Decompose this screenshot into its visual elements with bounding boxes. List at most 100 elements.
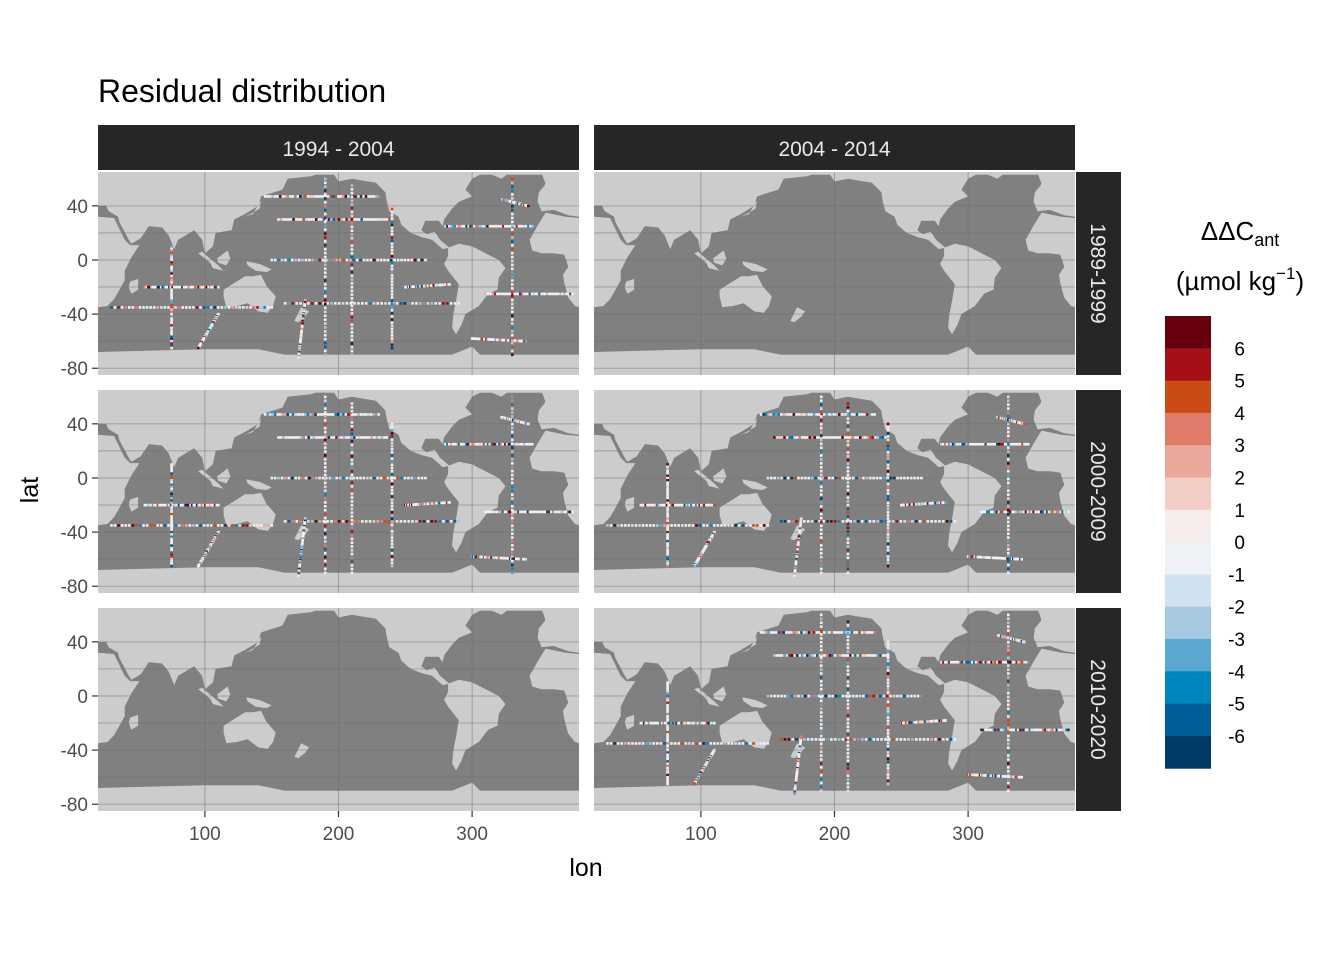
residual-point [683, 503, 687, 507]
residual-point [670, 721, 674, 725]
residual-point [916, 694, 920, 698]
residual-point [503, 292, 507, 296]
residual-point [426, 520, 430, 523]
x-tick-label: 300 [952, 824, 984, 845]
residual-point [422, 520, 426, 523]
residual-point [323, 419, 327, 422]
residual-point [886, 485, 890, 489]
residual-point [424, 476, 427, 480]
residual-point [368, 436, 371, 439]
residual-point [886, 466, 890, 470]
residual-point [331, 413, 335, 416]
residual-point [488, 442, 492, 446]
residual-point [1006, 762, 1010, 765]
residual-point [1006, 680, 1010, 683]
legend-swatch [1165, 412, 1211, 446]
landmass [981, 390, 1007, 397]
residual-point [299, 413, 302, 416]
residual-point [858, 654, 862, 657]
residual-point [352, 195, 355, 198]
residual-point [872, 476, 875, 480]
residual-point [846, 736, 850, 740]
residual-point [666, 735, 669, 738]
residual-point [886, 669, 890, 672]
residual-point [723, 742, 727, 745]
residual-point [659, 742, 663, 745]
y-tick-label: 0 [77, 687, 88, 708]
residual-point [1028, 728, 1032, 732]
residual-point [319, 413, 322, 416]
residual-point [951, 660, 955, 664]
residual-point [390, 280, 394, 284]
residual-point [783, 520, 787, 523]
residual-point [208, 503, 212, 507]
residual-point [980, 510, 983, 514]
residual-point [805, 654, 809, 657]
residual-point [666, 544, 669, 548]
residual-point [347, 195, 350, 198]
residual-point [666, 560, 669, 563]
residual-point [846, 789, 850, 793]
residual-point [816, 436, 819, 439]
residual-point [530, 292, 534, 296]
residual-point [307, 218, 311, 221]
residual-point [170, 299, 173, 302]
residual-point [806, 520, 810, 523]
residual-point [678, 503, 682, 507]
residual-point [323, 442, 327, 446]
residual-point [1006, 629, 1010, 632]
residual-point [287, 302, 291, 305]
residual-point [350, 413, 354, 417]
residual-point [330, 520, 333, 523]
residual-point [461, 224, 465, 228]
residual-point [1006, 567, 1010, 571]
residual-point [846, 454, 850, 458]
residual-point [252, 306, 256, 309]
residual-point [1006, 660, 1010, 664]
residual-point [532, 292, 536, 296]
residual-point [759, 631, 763, 634]
residual-point [846, 703, 850, 706]
residual-point [390, 302, 394, 306]
residual-point [513, 510, 516, 514]
residual-point [448, 224, 451, 228]
residual-point [306, 195, 310, 198]
residual-point [168, 285, 171, 289]
residual-point [364, 413, 368, 416]
residual-point [323, 345, 327, 349]
residual-point [170, 252, 173, 255]
residual-point [390, 539, 394, 543]
residual-point [547, 510, 551, 514]
residual-point [886, 552, 890, 555]
residual-point [390, 315, 394, 318]
residual-point [488, 224, 492, 228]
residual-point [666, 762, 669, 766]
residual-point [864, 436, 867, 439]
residual-point [1015, 510, 1018, 514]
residual-point [826, 738, 829, 741]
residual-point [803, 654, 807, 657]
residual-point [665, 503, 669, 507]
residual-point [848, 654, 852, 657]
residual-point [846, 684, 850, 687]
residual-point [846, 500, 850, 503]
landmass [712, 468, 727, 484]
residual-point [846, 759, 850, 763]
residual-point [350, 462, 354, 466]
residual-point [170, 317, 173, 321]
residual-point [330, 218, 333, 221]
residual-point [317, 436, 321, 439]
residual-point [850, 631, 854, 634]
residual-point [241, 306, 245, 309]
residual-point [775, 436, 779, 439]
landmass [537, 390, 579, 435]
residual-point [276, 413, 280, 416]
residual-point [113, 306, 117, 309]
residual-point [370, 218, 374, 221]
residual-point [810, 476, 814, 480]
residual-point [442, 302, 445, 305]
residual-point [886, 738, 890, 742]
residual-point [819, 637, 823, 640]
residual-point [846, 451, 850, 454]
residual-point [976, 660, 980, 664]
